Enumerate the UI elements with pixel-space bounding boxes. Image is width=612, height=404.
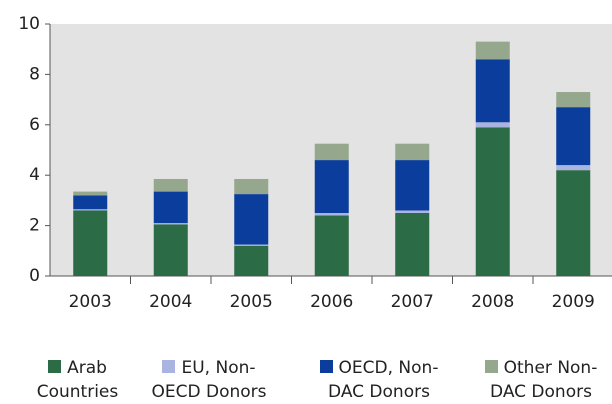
legend-swatch <box>319 360 333 373</box>
bar-segment <box>475 41 510 60</box>
bar-segment <box>234 194 269 245</box>
legend-swatch <box>484 360 498 373</box>
y-tick-label: 0 <box>29 266 40 286</box>
y-tick-label: 6 <box>29 115 40 135</box>
bar-segment <box>395 160 430 211</box>
bar-segment <box>314 160 349 213</box>
bar-segment <box>73 210 108 276</box>
legend-label: Arab Countries <box>36 358 119 402</box>
bar-segment <box>153 224 188 276</box>
bar-segment <box>556 165 591 171</box>
x-tick-label: 2008 <box>471 292 514 312</box>
bar-segment <box>314 215 349 276</box>
legend-label: EU, Non-OECD Donors <box>151 358 267 402</box>
bar-segment <box>153 191 188 224</box>
bar-segment <box>73 191 108 196</box>
legend-swatch <box>162 360 176 373</box>
x-tick-label: 2005 <box>230 292 273 312</box>
legend-item: OECD, Non-DAC Donors <box>318 356 440 404</box>
legend-item: Other Non-DAC Donors <box>480 356 602 404</box>
bar-segment <box>395 143 430 161</box>
bar-segment <box>314 143 349 161</box>
bar-segment <box>314 213 349 216</box>
x-tick-label: 2006 <box>310 292 353 312</box>
bar-segment <box>234 245 269 276</box>
bar-segment <box>556 92 591 108</box>
bar-segment <box>395 213 430 276</box>
bar-segment <box>475 127 510 276</box>
bar-segment <box>153 178 188 192</box>
legend-label: OECD, Non-DAC Donors <box>328 358 439 402</box>
legend-item: Arab Countries <box>30 356 125 404</box>
x-tick-label: 2009 <box>552 292 595 312</box>
bar-segment <box>73 209 108 211</box>
bar-segment <box>73 195 108 210</box>
legend-swatch <box>48 360 62 373</box>
x-tick-label: 2007 <box>391 292 434 312</box>
bar-segment <box>234 178 269 195</box>
bar-segment <box>556 170 591 276</box>
x-tick-label: 2003 <box>69 292 112 312</box>
y-tick-label: 10 <box>18 14 40 34</box>
y-tick-label: 4 <box>29 165 40 185</box>
bar-segment <box>475 122 510 128</box>
x-tick-label: 2004 <box>149 292 192 312</box>
bar-segment <box>234 244 269 246</box>
y-tick-label: 8 <box>29 64 40 84</box>
bar-segment <box>153 223 188 225</box>
y-tick-label: 2 <box>29 216 40 236</box>
bar-segment <box>395 210 430 213</box>
legend-item: EU, Non-OECD Donors <box>148 356 270 404</box>
bar-segment <box>475 59 510 123</box>
bar-segment <box>556 107 591 166</box>
legend-label: Other Non-DAC Donors <box>490 358 598 402</box>
chart-area: 0 2 4 6 8 10 2003 2004 2005 2006 2007 2008 2009 <box>18 14 612 312</box>
